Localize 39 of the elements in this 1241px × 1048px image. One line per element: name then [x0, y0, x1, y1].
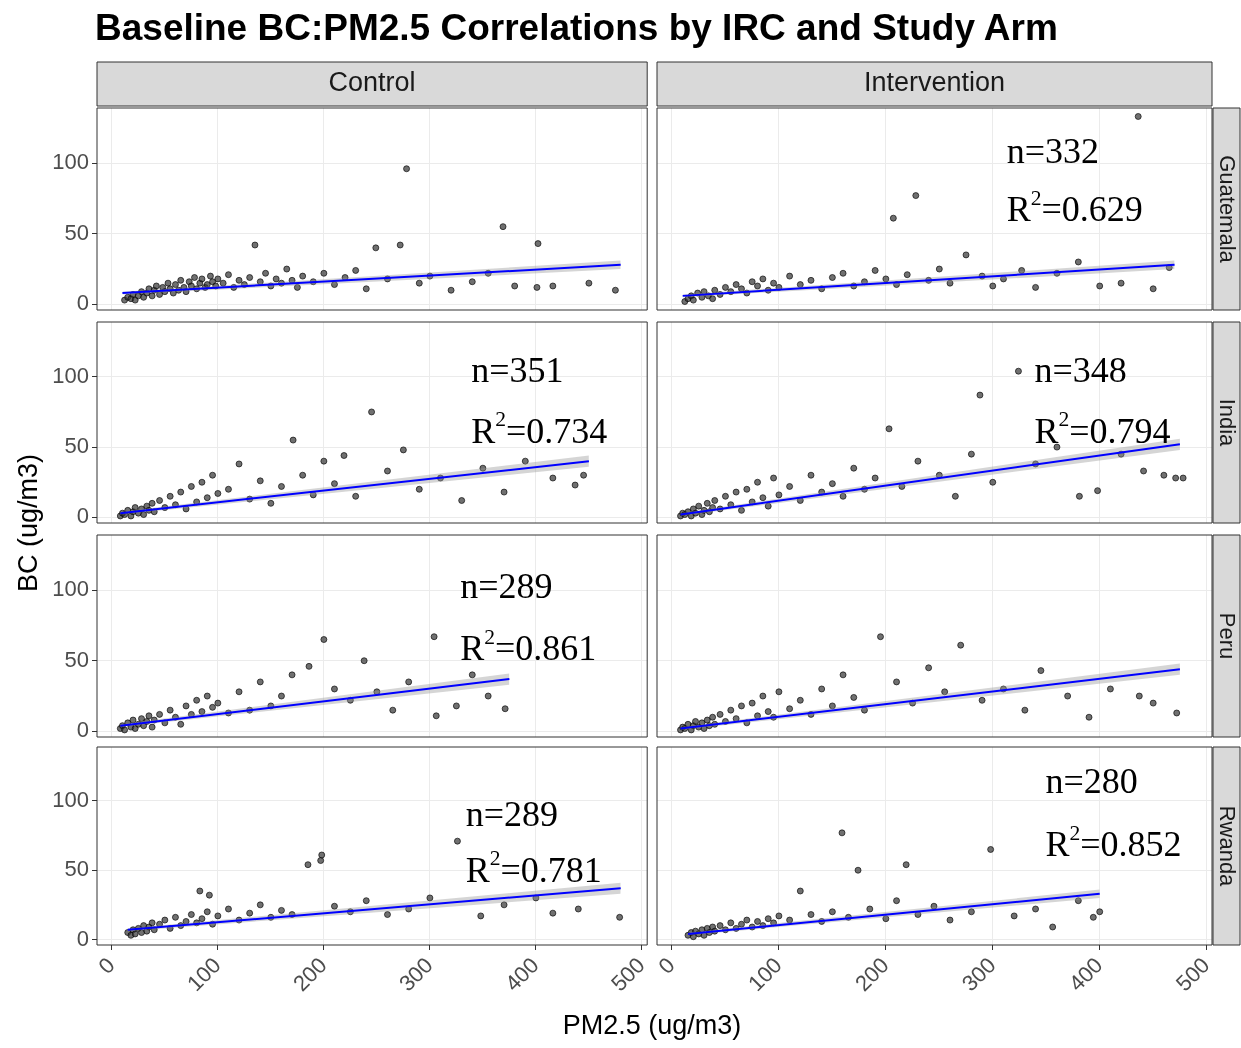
x-axis-title: PM2.5 (ug/m3)	[562, 1009, 742, 1041]
x-tick-label: 300	[394, 952, 438, 997]
y-tick-label: 0	[76, 290, 89, 316]
y-tick-label: 50	[64, 219, 89, 245]
y2-axis-title: Peru	[1215, 612, 1241, 660]
y2-axis-title: India	[1215, 398, 1241, 448]
y-tick-label: 0	[76, 925, 89, 951]
x-tick-label: 200	[288, 952, 332, 997]
x-tick-label: 300	[956, 952, 1001, 997]
y2-axis-title: Rwanda	[1215, 805, 1241, 888]
x-tick-label: 200	[850, 952, 894, 997]
y-tick-label: 0	[76, 503, 89, 529]
annotation: n=289	[460, 565, 553, 606]
x-tick-label: 400	[500, 952, 544, 997]
x-tick-label: 100	[743, 952, 787, 997]
x-tick-label: 500	[606, 952, 650, 997]
y-tick-label: 100	[52, 576, 89, 602]
annotation: n=348	[1034, 350, 1127, 391]
y-axis-title: BC (ug/m3)	[12, 453, 44, 593]
x-tick-label: 500	[1170, 952, 1215, 997]
x-tick-label: 100	[182, 952, 226, 997]
chart-subtitle: Control	[328, 67, 416, 98]
y-tick-label: 100	[52, 362, 89, 388]
chart-title: Baseline BC:PM2.5 Correlations by IRC and Study Arm	[95, 7, 1058, 48]
annotation: n=289	[465, 794, 558, 835]
y-tick-label: 100	[52, 149, 89, 175]
annotation: n=351	[471, 350, 564, 391]
y-tick-label: 50	[64, 646, 89, 672]
annotation: n=280	[1045, 760, 1138, 801]
x-tick-label: 0	[93, 952, 120, 979]
y-tick-label: 0	[76, 717, 89, 743]
y-tick-label: 50	[64, 433, 89, 459]
y-tick-label: 100	[52, 787, 89, 813]
y2-axis-title: Guatemala	[1215, 155, 1241, 264]
y-tick-label: 50	[64, 856, 89, 882]
x-tick-label: 400	[1063, 952, 1108, 997]
x-tick-label: 0	[653, 952, 680, 979]
annotation: n=332	[1006, 130, 1099, 171]
chart-subtitle: Intervention	[863, 67, 1006, 98]
